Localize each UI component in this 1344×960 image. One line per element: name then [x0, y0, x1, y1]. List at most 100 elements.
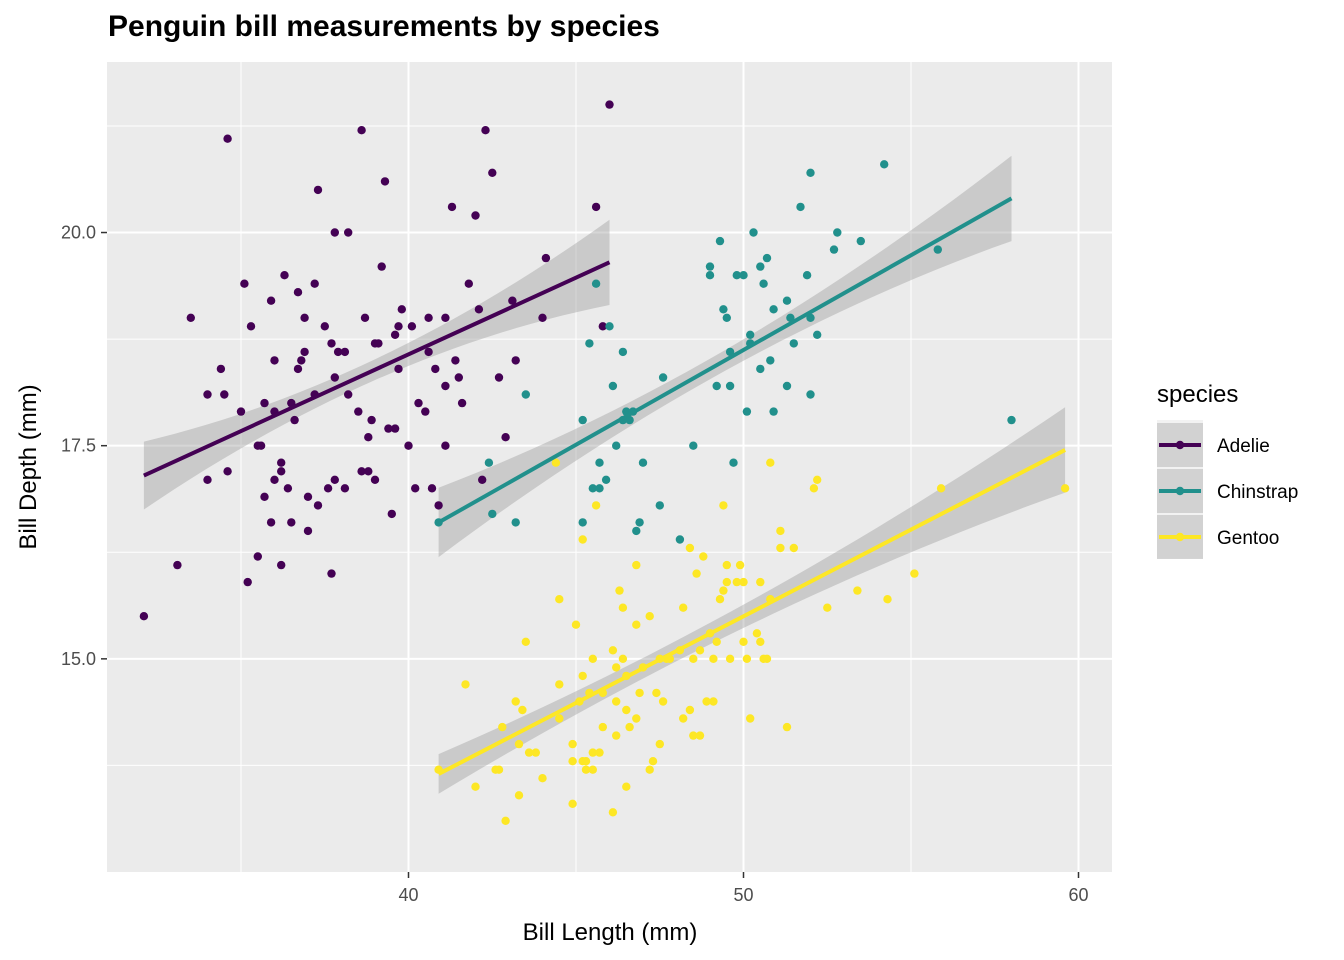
data-point-gentoo — [709, 697, 718, 706]
data-point-gentoo — [531, 748, 540, 757]
data-point-adelie — [344, 390, 353, 399]
data-point-gentoo — [689, 654, 698, 663]
data-point-adelie — [297, 356, 306, 365]
data-point-adelie — [501, 433, 510, 442]
data-point-adelie — [303, 492, 313, 501]
data-point-chinstrap — [722, 313, 731, 322]
data-point-adelie — [508, 296, 517, 305]
data-point-gentoo — [568, 739, 577, 749]
data-point-chinstrap — [675, 535, 685, 544]
trend-line-gentoo — [437, 448, 1067, 776]
chart-title: Penguin bill measurements by species — [108, 10, 660, 43]
x-axis-title: Bill Length (mm) — [523, 919, 698, 946]
data-point-chinstrap — [632, 526, 641, 536]
data-point-adelie — [367, 415, 376, 425]
data-point-adelie — [327, 569, 336, 578]
data-point-gentoo — [776, 526, 785, 536]
data-point-gentoo — [645, 765, 654, 774]
data-point-adelie — [364, 433, 373, 442]
data-point-adelie — [300, 313, 309, 322]
data-point-gentoo — [809, 484, 819, 493]
data-point-adelie — [270, 356, 279, 365]
data-point-chinstrap — [655, 501, 664, 510]
data-point-adelie — [454, 373, 463, 382]
data-point-chinstrap — [766, 356, 775, 365]
data-point-gentoo — [612, 663, 621, 672]
data-point-gentoo — [521, 637, 530, 646]
data-point-chinstrap — [786, 313, 795, 322]
data-point-gentoo — [612, 731, 621, 740]
data-point-adelie — [330, 373, 339, 382]
data-point-chinstrap — [746, 330, 755, 339]
data-point-gentoo — [652, 688, 661, 698]
data-point-gentoo — [514, 739, 524, 749]
legend-title: species — [1157, 381, 1238, 408]
data-point-adelie — [411, 484, 420, 493]
data-point-adelie — [471, 211, 480, 220]
data-point-adelie — [511, 356, 520, 365]
data-point-adelie — [277, 560, 286, 570]
data-point-chinstrap — [739, 271, 748, 280]
data-point-gentoo — [789, 543, 798, 553]
data-point-gentoo — [551, 458, 561, 467]
data-point-gentoo — [578, 535, 587, 544]
data-point-adelie — [173, 560, 182, 570]
data-point-adelie — [236, 407, 246, 416]
data-point-gentoo — [655, 739, 664, 749]
data-point-chinstrap — [806, 168, 815, 177]
data-point-gentoo — [588, 748, 597, 757]
data-point-chinstrap — [756, 364, 765, 374]
data-point-chinstrap — [618, 347, 628, 357]
data-point-adelie — [313, 185, 323, 195]
data-point-chinstrap — [933, 245, 942, 254]
data-point-gentoo — [615, 586, 624, 595]
data-point-adelie — [394, 322, 403, 331]
data-point-adelie — [243, 577, 252, 587]
data-point-gentoo — [524, 748, 534, 757]
confidence-band-chinstrap — [438, 155, 1012, 558]
data-point-gentoo — [712, 637, 721, 646]
data-point-adelie — [300, 347, 309, 357]
trend-lines — [143, 196, 1067, 776]
y-tick-label: 20.0 — [61, 223, 96, 243]
data-point-adelie — [270, 475, 279, 484]
data-point-gentoo — [695, 731, 705, 740]
data-point-gentoo — [581, 765, 591, 774]
data-point-gentoo — [494, 765, 504, 774]
data-point-adelie — [340, 347, 350, 357]
y-axis-title: Bill Depth (mm) — [15, 384, 42, 549]
data-point-adelie — [340, 484, 350, 493]
legend-label-gentoo: Gentoo — [1217, 528, 1279, 549]
data-point-adelie — [394, 364, 403, 374]
data-point-adelie — [327, 339, 336, 348]
data-point-gentoo — [679, 714, 688, 723]
data-point-adelie — [538, 313, 547, 322]
data-point-adelie — [441, 381, 450, 391]
data-point-chinstrap — [511, 518, 520, 527]
data-point-gentoo — [702, 697, 711, 706]
data-point-chinstrap — [588, 484, 597, 493]
data-point-adelie — [374, 339, 383, 348]
data-point-chinstrap — [488, 509, 497, 519]
data-point-chinstrap — [612, 441, 621, 450]
data-point-adelie — [313, 501, 323, 510]
data-point-chinstrap — [756, 262, 765, 271]
data-point-adelie — [330, 475, 339, 484]
data-point-gentoo — [632, 620, 641, 629]
data-point-gentoo — [759, 654, 768, 663]
data-point-gentoo — [538, 774, 547, 783]
data-point-gentoo — [635, 688, 644, 698]
data-point-chinstrap — [521, 390, 530, 399]
data-point-gentoo — [608, 646, 618, 655]
data-point-gentoo — [766, 458, 775, 467]
data-point-adelie — [220, 390, 229, 399]
data-point-chinstrap — [595, 484, 604, 493]
data-point-adelie — [290, 415, 299, 425]
data-point-gentoo — [501, 816, 510, 825]
confidence-bands — [143, 155, 1066, 794]
legend-point-adelie — [1175, 440, 1185, 450]
legend: species Adelie Chinstrap Gentoo — [1157, 381, 1298, 559]
data-point-adelie — [253, 552, 262, 561]
data-point-chinstrap — [635, 518, 644, 527]
data-point-chinstrap — [712, 381, 721, 391]
